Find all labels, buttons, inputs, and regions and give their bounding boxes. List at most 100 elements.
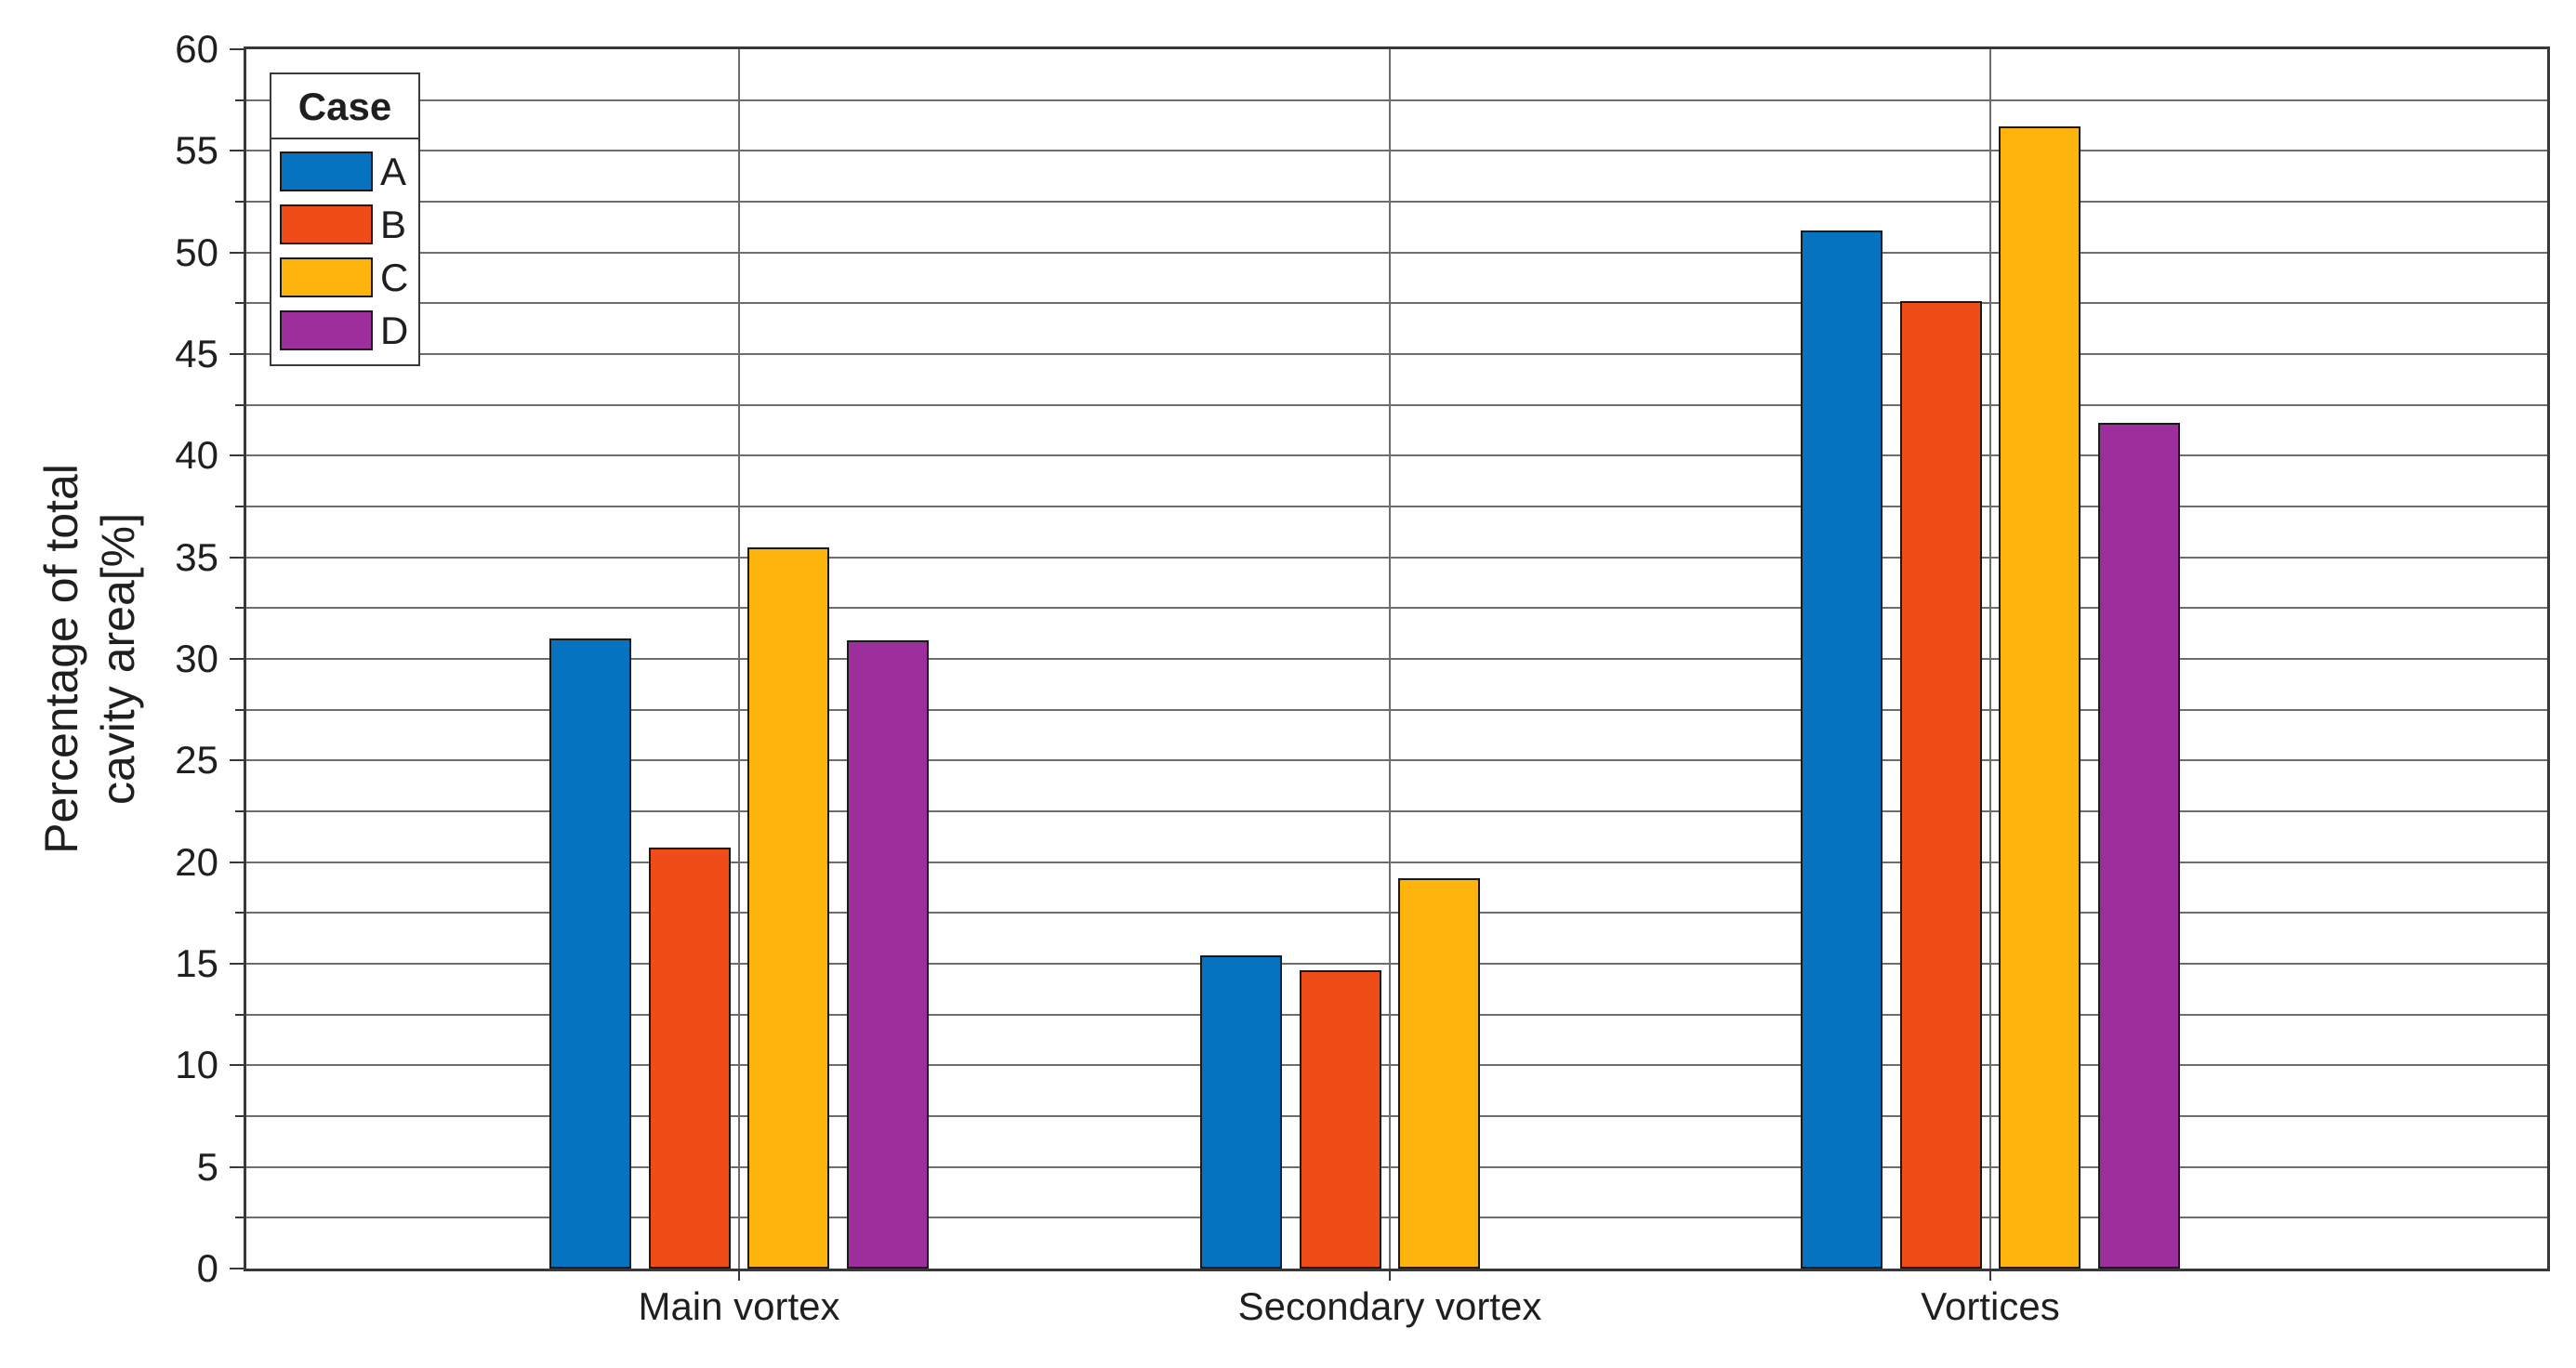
y-tick <box>230 251 246 254</box>
v-gridline-2 <box>1989 49 1991 1269</box>
h-gridline <box>246 251 2547 254</box>
x-tick-1 <box>1389 1269 1391 1281</box>
y-tick <box>230 1165 246 1168</box>
h-gridline <box>246 607 2547 610</box>
h-gridline <box>246 150 2547 152</box>
legend-swatch-B <box>280 204 373 244</box>
h-gridline <box>246 1165 2547 1168</box>
bar-B-1 <box>1299 969 1381 1269</box>
h-gridline <box>246 963 2547 965</box>
legend-swatch-A <box>280 151 373 191</box>
y-tick <box>235 912 246 914</box>
legend-label-D: D <box>380 308 409 352</box>
y-tick <box>230 150 246 152</box>
h-gridline <box>246 302 2547 305</box>
legend-label-A: A <box>380 149 407 193</box>
h-gridline <box>246 1013 2547 1016</box>
bar-A-2 <box>1801 230 1883 1269</box>
y-tick-label-40: 40 <box>175 433 218 478</box>
y-tick <box>230 454 246 457</box>
y-tick <box>230 48 246 50</box>
h-gridline <box>246 1217 2547 1219</box>
y-tick <box>235 1013 246 1016</box>
y-tick <box>235 99 246 101</box>
x-tick-2 <box>1989 1269 1991 1281</box>
h-gridline <box>246 912 2547 914</box>
y-tick-label-45: 45 <box>175 332 218 375</box>
y-tick <box>235 403 246 406</box>
legend-entry-A: A <box>271 145 418 198</box>
y-tick <box>230 658 246 660</box>
bar-C-2 <box>1999 126 2081 1269</box>
legend-entry-D: D <box>271 304 418 357</box>
y-tick <box>235 1217 246 1219</box>
y-tick <box>235 810 246 812</box>
y-tick-label-30: 30 <box>175 637 218 680</box>
y-tick <box>235 506 246 507</box>
h-gridline <box>246 1064 2547 1067</box>
legend-swatch-C <box>280 257 373 297</box>
y-tick <box>235 708 246 711</box>
y-tick-label-50: 50 <box>175 230 218 274</box>
bar-B-0 <box>648 848 731 1269</box>
y-tick-label-35: 35 <box>175 534 218 579</box>
h-gridline <box>246 810 2547 812</box>
bar-C-1 <box>1398 878 1481 1269</box>
y-axis-label-line-1: Percentage of total <box>35 464 87 854</box>
bar-A-1 <box>1200 955 1283 1269</box>
h-gridline <box>246 861 2547 863</box>
y-tick <box>230 556 246 559</box>
v-gridline-1 <box>1389 49 1391 1269</box>
bar-C-0 <box>747 546 830 1269</box>
y-tick-label-20: 20 <box>175 839 218 884</box>
y-tick <box>230 759 246 762</box>
h-gridline <box>246 708 2547 711</box>
y-tick <box>235 607 246 610</box>
y-axis-label: Percentage of total cavity area[%] <box>33 464 147 854</box>
legend-title: Case <box>271 74 418 139</box>
legend-entry-C: C <box>271 251 418 304</box>
h-gridline <box>246 658 2547 660</box>
y-tick-label-5: 5 <box>196 1144 218 1189</box>
legend-label-B: B <box>380 202 407 246</box>
y-tick-label-10: 10 <box>175 1043 218 1087</box>
h-gridline <box>246 353 2547 355</box>
y-tick-label-0: 0 <box>196 1246 218 1290</box>
x-tick-0 <box>738 1269 740 1281</box>
y-tick <box>235 1115 246 1117</box>
y-tick-label-25: 25 <box>175 738 218 783</box>
y-tick <box>230 963 246 965</box>
x-category-label-0: Main vortex <box>638 1284 840 1328</box>
h-gridline <box>246 556 2547 559</box>
x-category-label-2: Vortices <box>1921 1284 2060 1328</box>
y-tick <box>235 201 246 203</box>
x-category-label-1: Secondary vortex <box>1237 1284 1542 1328</box>
y-tick <box>230 861 246 863</box>
legend-entry-B: B <box>271 198 418 251</box>
v-gridline-0 <box>738 49 740 1269</box>
y-tick <box>230 353 246 355</box>
y-axis-label-line-2: cavity area[%] <box>92 512 144 806</box>
bar-D-2 <box>2097 423 2180 1269</box>
y-tick-label-55: 55 <box>175 128 218 173</box>
legend-label-C: C <box>380 255 409 299</box>
y-tick <box>230 1064 246 1067</box>
legend-swatch-D <box>280 310 373 350</box>
h-gridline <box>246 759 2547 762</box>
y-tick-label-15: 15 <box>175 941 218 985</box>
h-gridline <box>246 201 2547 203</box>
h-gridline <box>246 403 2547 406</box>
y-tick <box>230 1268 246 1269</box>
h-gridline <box>246 99 2547 101</box>
h-gridline <box>246 1115 2547 1117</box>
y-tick-label-60: 60 <box>175 27 218 71</box>
h-gridline <box>246 454 2547 457</box>
plot-area: 0 5 10 15 20 25 30 35 40 45 50 55 60 Main vortex Secon… <box>175 30 2550 1326</box>
bar-A-0 <box>549 638 632 1269</box>
y-tick <box>235 302 246 305</box>
h-gridline <box>246 506 2547 507</box>
bar-B-2 <box>1899 301 1982 1269</box>
